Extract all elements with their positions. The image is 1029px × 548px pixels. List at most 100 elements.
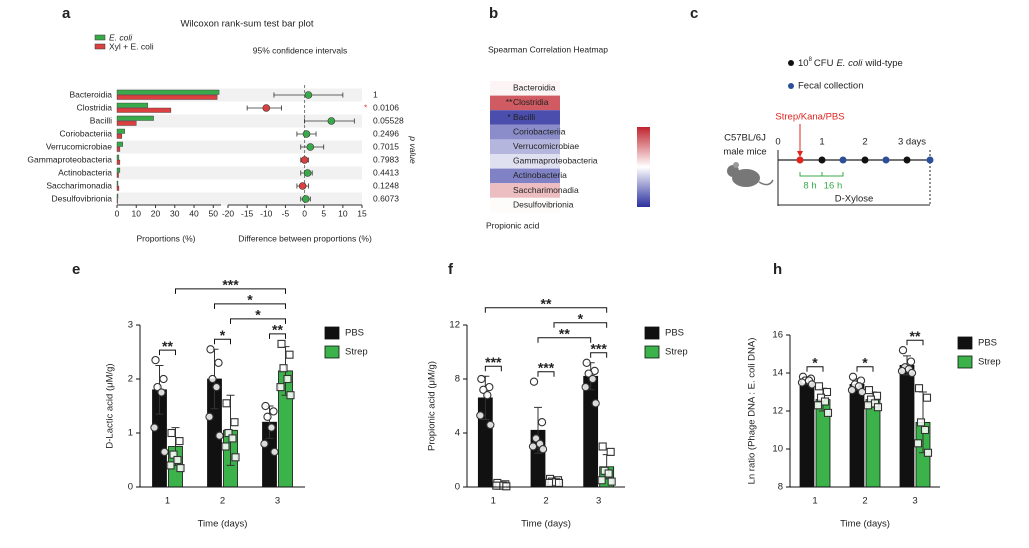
- data-point: [529, 377, 539, 386]
- x-tick-label: 2: [543, 496, 548, 507]
- data-point: [261, 401, 270, 411]
- data-point: [150, 423, 159, 432]
- row-label: Bacteroidia: [513, 83, 556, 93]
- significance-label: **: [910, 328, 921, 344]
- bar: [116, 94, 218, 100]
- treatment-dot: [796, 156, 804, 164]
- legend-swatch: [324, 326, 340, 340]
- data-point: [175, 437, 184, 446]
- x-tick-label: 10: [132, 208, 142, 218]
- data-point: [283, 374, 292, 384]
- treatment: Strep/Kana/PBS: [775, 112, 844, 123]
- bar: [116, 102, 149, 108]
- p-value: 0.2496: [373, 128, 399, 138]
- significance: *: [507, 112, 511, 122]
- y-tick-label: 12: [449, 320, 460, 331]
- legend-label: PBS: [978, 338, 997, 349]
- point: [303, 169, 312, 177]
- data-point: [277, 339, 286, 348]
- significance-bracket: [806, 366, 824, 372]
- significance: **: [506, 97, 513, 107]
- legend-label: PBS: [665, 328, 684, 339]
- arrowhead: [797, 151, 803, 157]
- row-label: Coriobacteriia: [513, 126, 566, 136]
- point: [304, 91, 313, 99]
- data-point: [820, 397, 830, 406]
- data-point: [270, 447, 279, 457]
- x-tick-label: 1: [165, 496, 170, 507]
- x-tick-label: 20: [151, 208, 161, 218]
- row-label: Clostridia: [513, 97, 549, 107]
- data-point: [212, 382, 221, 392]
- y-tick-label: 8: [455, 374, 460, 385]
- fecal-dot: [839, 156, 847, 164]
- data-point: [797, 378, 807, 387]
- data-point: [208, 374, 217, 384]
- data-point: [582, 358, 591, 367]
- bar: [116, 167, 121, 173]
- legend-label: Strep: [345, 347, 368, 358]
- heatmap-cell: [490, 95, 560, 111]
- data-point: [486, 420, 495, 430]
- y-tick-label: 1: [128, 428, 133, 439]
- text: wild-type: [864, 58, 903, 69]
- significance-label: ***: [538, 359, 555, 375]
- inoculum-dot: [903, 156, 911, 164]
- legend-label: E. coli: [109, 32, 133, 42]
- fecal-dot: [788, 83, 794, 89]
- significance-label: ***: [590, 341, 607, 357]
- p-value: 0.1248: [373, 180, 399, 190]
- significance-label: *: [862, 355, 868, 371]
- bar: [116, 128, 125, 134]
- data-point: [848, 372, 858, 381]
- bar: [116, 115, 154, 121]
- category-label: Clostridia: [77, 102, 113, 112]
- data-point: [873, 403, 883, 412]
- text: 10: [798, 58, 809, 69]
- data-point: [823, 408, 833, 417]
- bar: [799, 380, 815, 488]
- data-point: [863, 401, 873, 410]
- y-tick-label: 0: [455, 482, 460, 493]
- p-value: 0.6073: [373, 193, 399, 203]
- data-point: [167, 428, 176, 438]
- category-label: Saccharimonadia: [46, 180, 112, 190]
- y-tick-label: 3: [128, 320, 133, 331]
- data-point: [176, 464, 185, 473]
- row-label: Actinobacteria: [513, 170, 567, 180]
- row-stripe: [117, 114, 362, 128]
- data-point: [897, 366, 907, 376]
- data-point: [286, 391, 295, 400]
- inoculum-dot: [788, 60, 794, 66]
- y-tick-label: 16: [772, 330, 783, 341]
- legend-swatch: [94, 34, 106, 41]
- x-tick-label: 0: [115, 208, 120, 218]
- inoculum-legend: 108 CFU E. coli wild-type: [798, 57, 903, 69]
- legend-swatch: [644, 326, 660, 340]
- panel-label: a: [62, 5, 71, 22]
- panel-label: h: [773, 261, 782, 278]
- category-label: Actinobacteria: [58, 167, 112, 177]
- data-point: [151, 355, 160, 365]
- data-point: [267, 423, 276, 432]
- x-axis-label: Time (days): [840, 519, 890, 530]
- y-axis-label: Ln ratio (Phage DNA : E. coli DNA): [747, 338, 758, 485]
- fecal-dot: [926, 156, 934, 164]
- p-value: 0.05528: [373, 115, 404, 125]
- category-label: Bacilli: [90, 115, 112, 125]
- legend-label: PBS: [345, 328, 364, 339]
- data-point: [584, 369, 593, 378]
- data-point: [588, 374, 597, 384]
- data-point: [913, 439, 923, 448]
- p-value: 0.7983: [373, 154, 399, 164]
- data-point: [285, 350, 294, 359]
- data-point: [581, 382, 590, 392]
- category-label: Verrucomicrobiae: [46, 141, 112, 151]
- data-point: [528, 442, 538, 451]
- data-point: [597, 476, 606, 485]
- bar: [865, 399, 881, 488]
- data-point: [538, 445, 548, 454]
- x-tick-label: 1: [812, 496, 817, 507]
- significance-bracket: [484, 307, 608, 313]
